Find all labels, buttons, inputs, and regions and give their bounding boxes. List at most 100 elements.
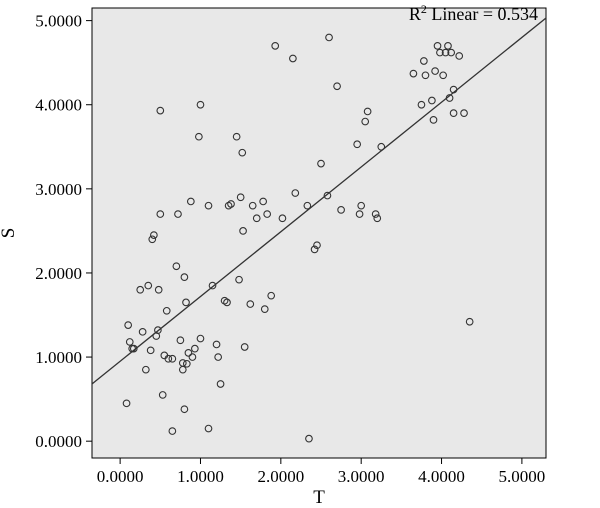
data-point	[223, 298, 231, 307]
data-point	[168, 427, 177, 435]
data-point	[144, 281, 153, 290]
data-point	[263, 210, 272, 218]
data-point	[236, 193, 245, 202]
data-point	[180, 405, 189, 414]
data-point	[191, 344, 199, 353]
data-point	[305, 434, 313, 443]
data-point	[122, 399, 131, 408]
data-point	[182, 359, 191, 368]
data-point	[204, 424, 213, 433]
data-point	[212, 340, 221, 349]
data-point	[196, 100, 205, 109]
data-point	[436, 48, 444, 57]
y-tick-label: 5.0000	[35, 12, 82, 31]
data-point	[125, 338, 134, 346]
data-point	[441, 48, 450, 57]
data-point	[184, 349, 193, 357]
data-point	[129, 344, 138, 353]
data-point	[371, 210, 380, 218]
data-point	[227, 200, 235, 208]
y-tick-label: 4.0000	[35, 96, 82, 115]
data-point	[337, 206, 345, 214]
data-point	[465, 317, 474, 326]
data-point	[355, 210, 364, 218]
data-point	[172, 262, 181, 271]
data-point	[313, 241, 321, 250]
data-point	[148, 235, 157, 244]
data-point	[136, 285, 145, 294]
r-squared-annotation: R2 Linear = 0.534	[409, 2, 538, 24]
x-axis-title: T	[313, 487, 325, 508]
data-point	[174, 210, 182, 218]
data-point	[323, 191, 332, 200]
data-point	[431, 67, 439, 75]
y-tick-label: 1.0000	[35, 348, 82, 367]
data-point	[325, 33, 333, 42]
x-axis: 0.0000 1.0000 2.0000 3.0000 4.0000 5.0000	[97, 458, 545, 486]
x-tick-label: 2.0000	[257, 467, 304, 486]
data-point	[449, 109, 458, 117]
y-axis-title: S	[0, 228, 19, 239]
data-point	[333, 82, 341, 91]
data-point	[303, 201, 312, 210]
data-point	[176, 336, 185, 345]
plot-area	[91, 7, 547, 459]
data-point	[158, 391, 167, 399]
data-point	[460, 109, 468, 117]
data-point	[420, 57, 428, 65]
data-point	[317, 159, 325, 168]
data-point	[186, 197, 195, 206]
fit-line	[92, 17, 546, 385]
data-point	[156, 210, 165, 218]
data-point	[156, 106, 165, 115]
data-point	[214, 353, 223, 361]
data-point	[291, 189, 300, 197]
data-point	[124, 321, 133, 329]
data-point	[455, 52, 464, 60]
data-point	[204, 201, 213, 210]
data-point	[246, 300, 255, 308]
data-point	[248, 201, 257, 210]
data-point	[138, 327, 147, 336]
data-points	[122, 33, 474, 443]
data-point	[146, 346, 155, 355]
data-point	[289, 54, 297, 63]
data-point	[260, 305, 269, 313]
data-point	[267, 291, 276, 300]
r-squared-superscript: 2	[421, 2, 427, 16]
data-point	[154, 285, 163, 294]
data-point	[208, 281, 217, 290]
data-point	[278, 214, 287, 223]
data-point	[433, 42, 442, 50]
data-point	[154, 326, 162, 334]
x-tick-label: 0.0000	[97, 467, 144, 486]
x-tick-label: 3.0000	[338, 467, 385, 486]
y-axis: 0.0000 1.0000 2.0000 3.0000 4.0000 5.0000	[35, 12, 92, 451]
data-point	[447, 48, 456, 57]
data-point	[271, 42, 280, 50]
data-point	[195, 132, 203, 141]
x-tick-label: 4.0000	[418, 467, 465, 486]
data-point	[196, 334, 205, 343]
data-point	[216, 380, 225, 388]
data-point	[421, 71, 430, 80]
data-point	[150, 231, 158, 239]
data-point	[238, 148, 247, 157]
data-point	[310, 245, 319, 254]
data-point	[439, 71, 447, 80]
data-point	[240, 343, 249, 351]
y-tick-label: 0.0000	[35, 432, 82, 451]
data-point	[141, 365, 150, 374]
y-tick-label: 2.0000	[35, 264, 82, 283]
data-point	[162, 306, 171, 315]
data-point	[239, 227, 247, 235]
data-point	[188, 353, 197, 361]
data-point	[252, 214, 261, 223]
data-point	[178, 359, 187, 367]
data-point	[428, 96, 436, 105]
data-point	[182, 298, 190, 307]
data-point	[180, 273, 189, 282]
data-point	[164, 354, 173, 363]
data-point	[168, 354, 177, 363]
